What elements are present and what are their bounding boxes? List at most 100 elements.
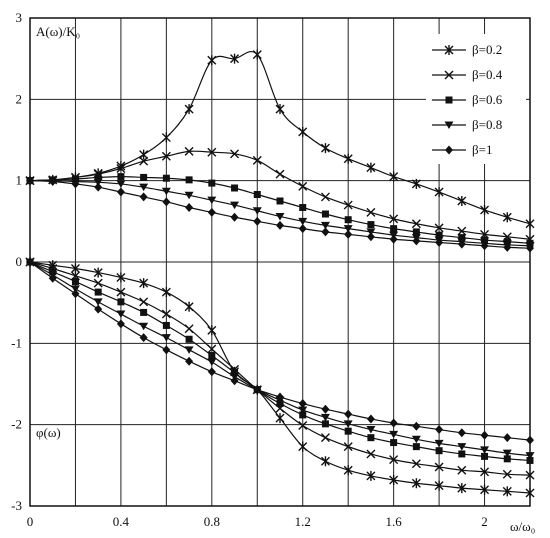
marker-shape — [93, 298, 103, 306]
series-β=1 — [26, 176, 534, 445]
data-point — [184, 324, 194, 334]
marker-shape — [412, 421, 421, 431]
marker-shape — [116, 180, 126, 188]
data-point — [162, 197, 171, 207]
marker-shape — [435, 425, 444, 435]
data-point — [184, 301, 194, 312]
marker-stroke — [434, 462, 444, 472]
data-point — [525, 452, 535, 460]
data-point — [116, 187, 125, 197]
marker-stroke — [161, 309, 171, 319]
marker-stroke — [411, 219, 421, 229]
data-point — [253, 385, 262, 395]
data-point — [445, 96, 453, 104]
marker-shape — [526, 243, 534, 253]
data-point — [344, 229, 353, 239]
data-point — [411, 178, 421, 189]
data-point — [298, 126, 308, 137]
amplitude-line — [29, 175, 531, 244]
marker-shape — [161, 334, 171, 342]
data-point — [139, 297, 149, 307]
y-tick-label: -3 — [11, 498, 22, 513]
marker-shape — [390, 225, 398, 233]
series-layer — [25, 49, 535, 498]
marker-stroke — [343, 442, 353, 452]
marker-shape — [412, 236, 421, 246]
data-point — [139, 278, 149, 289]
data-point — [71, 278, 79, 286]
x-tick-label: 0 — [27, 514, 34, 529]
marker-shape — [457, 443, 467, 451]
y-tick-label: 1 — [16, 173, 23, 188]
data-point — [344, 216, 352, 224]
data-point — [434, 223, 444, 233]
data-point — [503, 433, 512, 443]
data-point — [320, 413, 330, 422]
data-point — [208, 352, 216, 360]
marker-shape — [525, 452, 535, 460]
marker-shape — [253, 216, 262, 226]
data-point — [185, 356, 194, 366]
marker-shape — [480, 430, 489, 440]
data-point — [139, 322, 149, 331]
marker-shape — [184, 346, 194, 354]
marker-shape — [343, 225, 353, 233]
data-point — [344, 409, 353, 419]
marker-shape — [321, 210, 329, 218]
marker-stroke — [230, 149, 240, 159]
marker-shape — [435, 231, 443, 239]
data-point — [139, 156, 149, 166]
data-point — [70, 263, 80, 274]
data-point — [208, 179, 216, 187]
marker-shape — [253, 385, 262, 395]
marker-stroke — [184, 146, 194, 156]
data-point — [298, 406, 308, 415]
marker-shape — [140, 308, 148, 316]
data-point — [457, 483, 467, 494]
data-point — [298, 399, 307, 409]
marker-shape — [434, 439, 444, 448]
data-point — [71, 289, 80, 299]
data-point — [412, 443, 420, 451]
data-point — [230, 201, 240, 210]
data-point — [48, 273, 57, 283]
marker-shape — [116, 310, 126, 319]
data-point — [230, 53, 240, 64]
data-point — [389, 430, 399, 439]
data-point — [71, 179, 80, 189]
marker-stroke — [366, 449, 376, 459]
marker-shape — [230, 201, 240, 210]
y-tick-label: -2 — [11, 417, 22, 432]
data-point — [321, 227, 330, 237]
marker-shape — [411, 435, 421, 444]
data-point — [389, 474, 399, 485]
data-point — [457, 465, 467, 475]
marker-shape — [445, 145, 453, 155]
data-point — [320, 143, 330, 154]
marker-shape — [298, 217, 308, 226]
data-point — [298, 441, 308, 452]
legend-label: β=0.8 — [472, 117, 502, 132]
data-point — [434, 187, 444, 198]
marker-shape — [162, 197, 171, 207]
data-point — [343, 420, 353, 428]
marker-shape — [526, 435, 534, 445]
data-point — [207, 55, 217, 66]
marker-shape — [321, 420, 329, 428]
data-point — [161, 151, 171, 161]
marker-shape — [253, 190, 261, 198]
data-point — [298, 181, 308, 191]
marker-shape — [389, 234, 398, 244]
marker-shape — [71, 179, 80, 189]
marker-stroke — [298, 420, 308, 430]
data-point — [444, 45, 454, 55]
data-point — [93, 278, 103, 288]
data-point — [445, 145, 453, 155]
data-point — [502, 486, 512, 497]
marker-shape — [116, 187, 125, 197]
data-point — [343, 465, 353, 476]
marker-shape — [139, 333, 148, 343]
data-point — [231, 369, 239, 377]
data-point — [162, 321, 170, 329]
marker-shape — [116, 319, 125, 329]
